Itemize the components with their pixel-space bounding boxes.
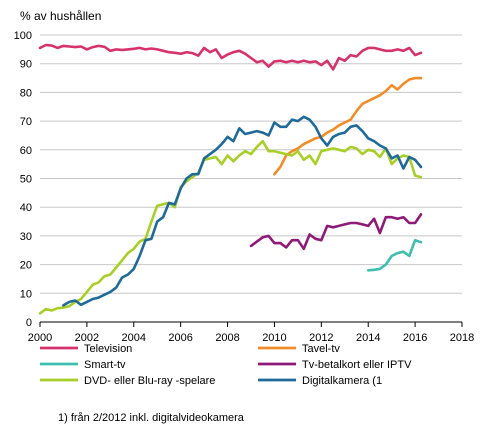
legend-label: Television: [84, 343, 132, 355]
series-line-tavel-tv: [273, 76, 423, 176]
gridlines: [40, 34, 462, 294]
legend-label: Digitalkamera (1: [302, 375, 382, 387]
y-axis-label: % av hushållen: [20, 9, 101, 23]
x-tick-label: 2014: [356, 332, 380, 344]
legend: Television Tavel-tv Smart-tv Tv-betalkort e…: [40, 343, 412, 387]
series-line-digitalkamera-1: [62, 115, 423, 307]
x-tick-label: 2012: [309, 332, 333, 344]
x-tick-label: 2018: [450, 332, 474, 344]
x-tick-label: 2000: [28, 332, 52, 344]
x-tick-label: 2008: [215, 332, 239, 344]
y-tick-label: 10: [20, 288, 32, 300]
series-line-television: [38, 43, 423, 71]
x-tick-label: 2016: [403, 332, 427, 344]
legend-label: DVD- eller Blu-ray -spelare: [84, 375, 215, 387]
series-lines: [38, 43, 423, 315]
y-tick-label: 80: [20, 87, 32, 99]
y-tick-label: 70: [20, 116, 32, 128]
y-tick-label: 90: [20, 59, 32, 71]
legend-label: Tavel-tv: [302, 343, 340, 355]
axes: 0 10 20 30 40 50 60 70 80 90 100 2000 2002 2004 2006 20…: [14, 30, 475, 344]
x-tick-label: 2004: [122, 332, 146, 344]
footnote: 1) från 2/2012 inkl. digitalvideokamera: [58, 412, 245, 424]
series-line-smart-tv: [366, 238, 423, 272]
y-tick-label: 0: [26, 317, 32, 329]
series-line-dvd-eller-blu-ray-spelare: [38, 139, 423, 315]
y-tick-label: 30: [20, 231, 32, 243]
y-tick-label: 60: [20, 145, 32, 157]
y-tick-label: 20: [20, 260, 32, 272]
legend-label: Smart-tv: [84, 359, 126, 371]
series-line-tv-betalkort-eller-iptv: [249, 213, 423, 251]
x-tick-label: 2002: [75, 332, 99, 344]
legend-label: Tv-betalkort eller IPTV: [302, 359, 412, 371]
y-tick-label: 40: [20, 202, 32, 214]
y-tick-label: 100: [14, 30, 32, 42]
y-tick-label: 50: [20, 174, 32, 186]
x-tick-label: 2006: [168, 332, 192, 344]
x-tick-label: 2010: [262, 332, 286, 344]
